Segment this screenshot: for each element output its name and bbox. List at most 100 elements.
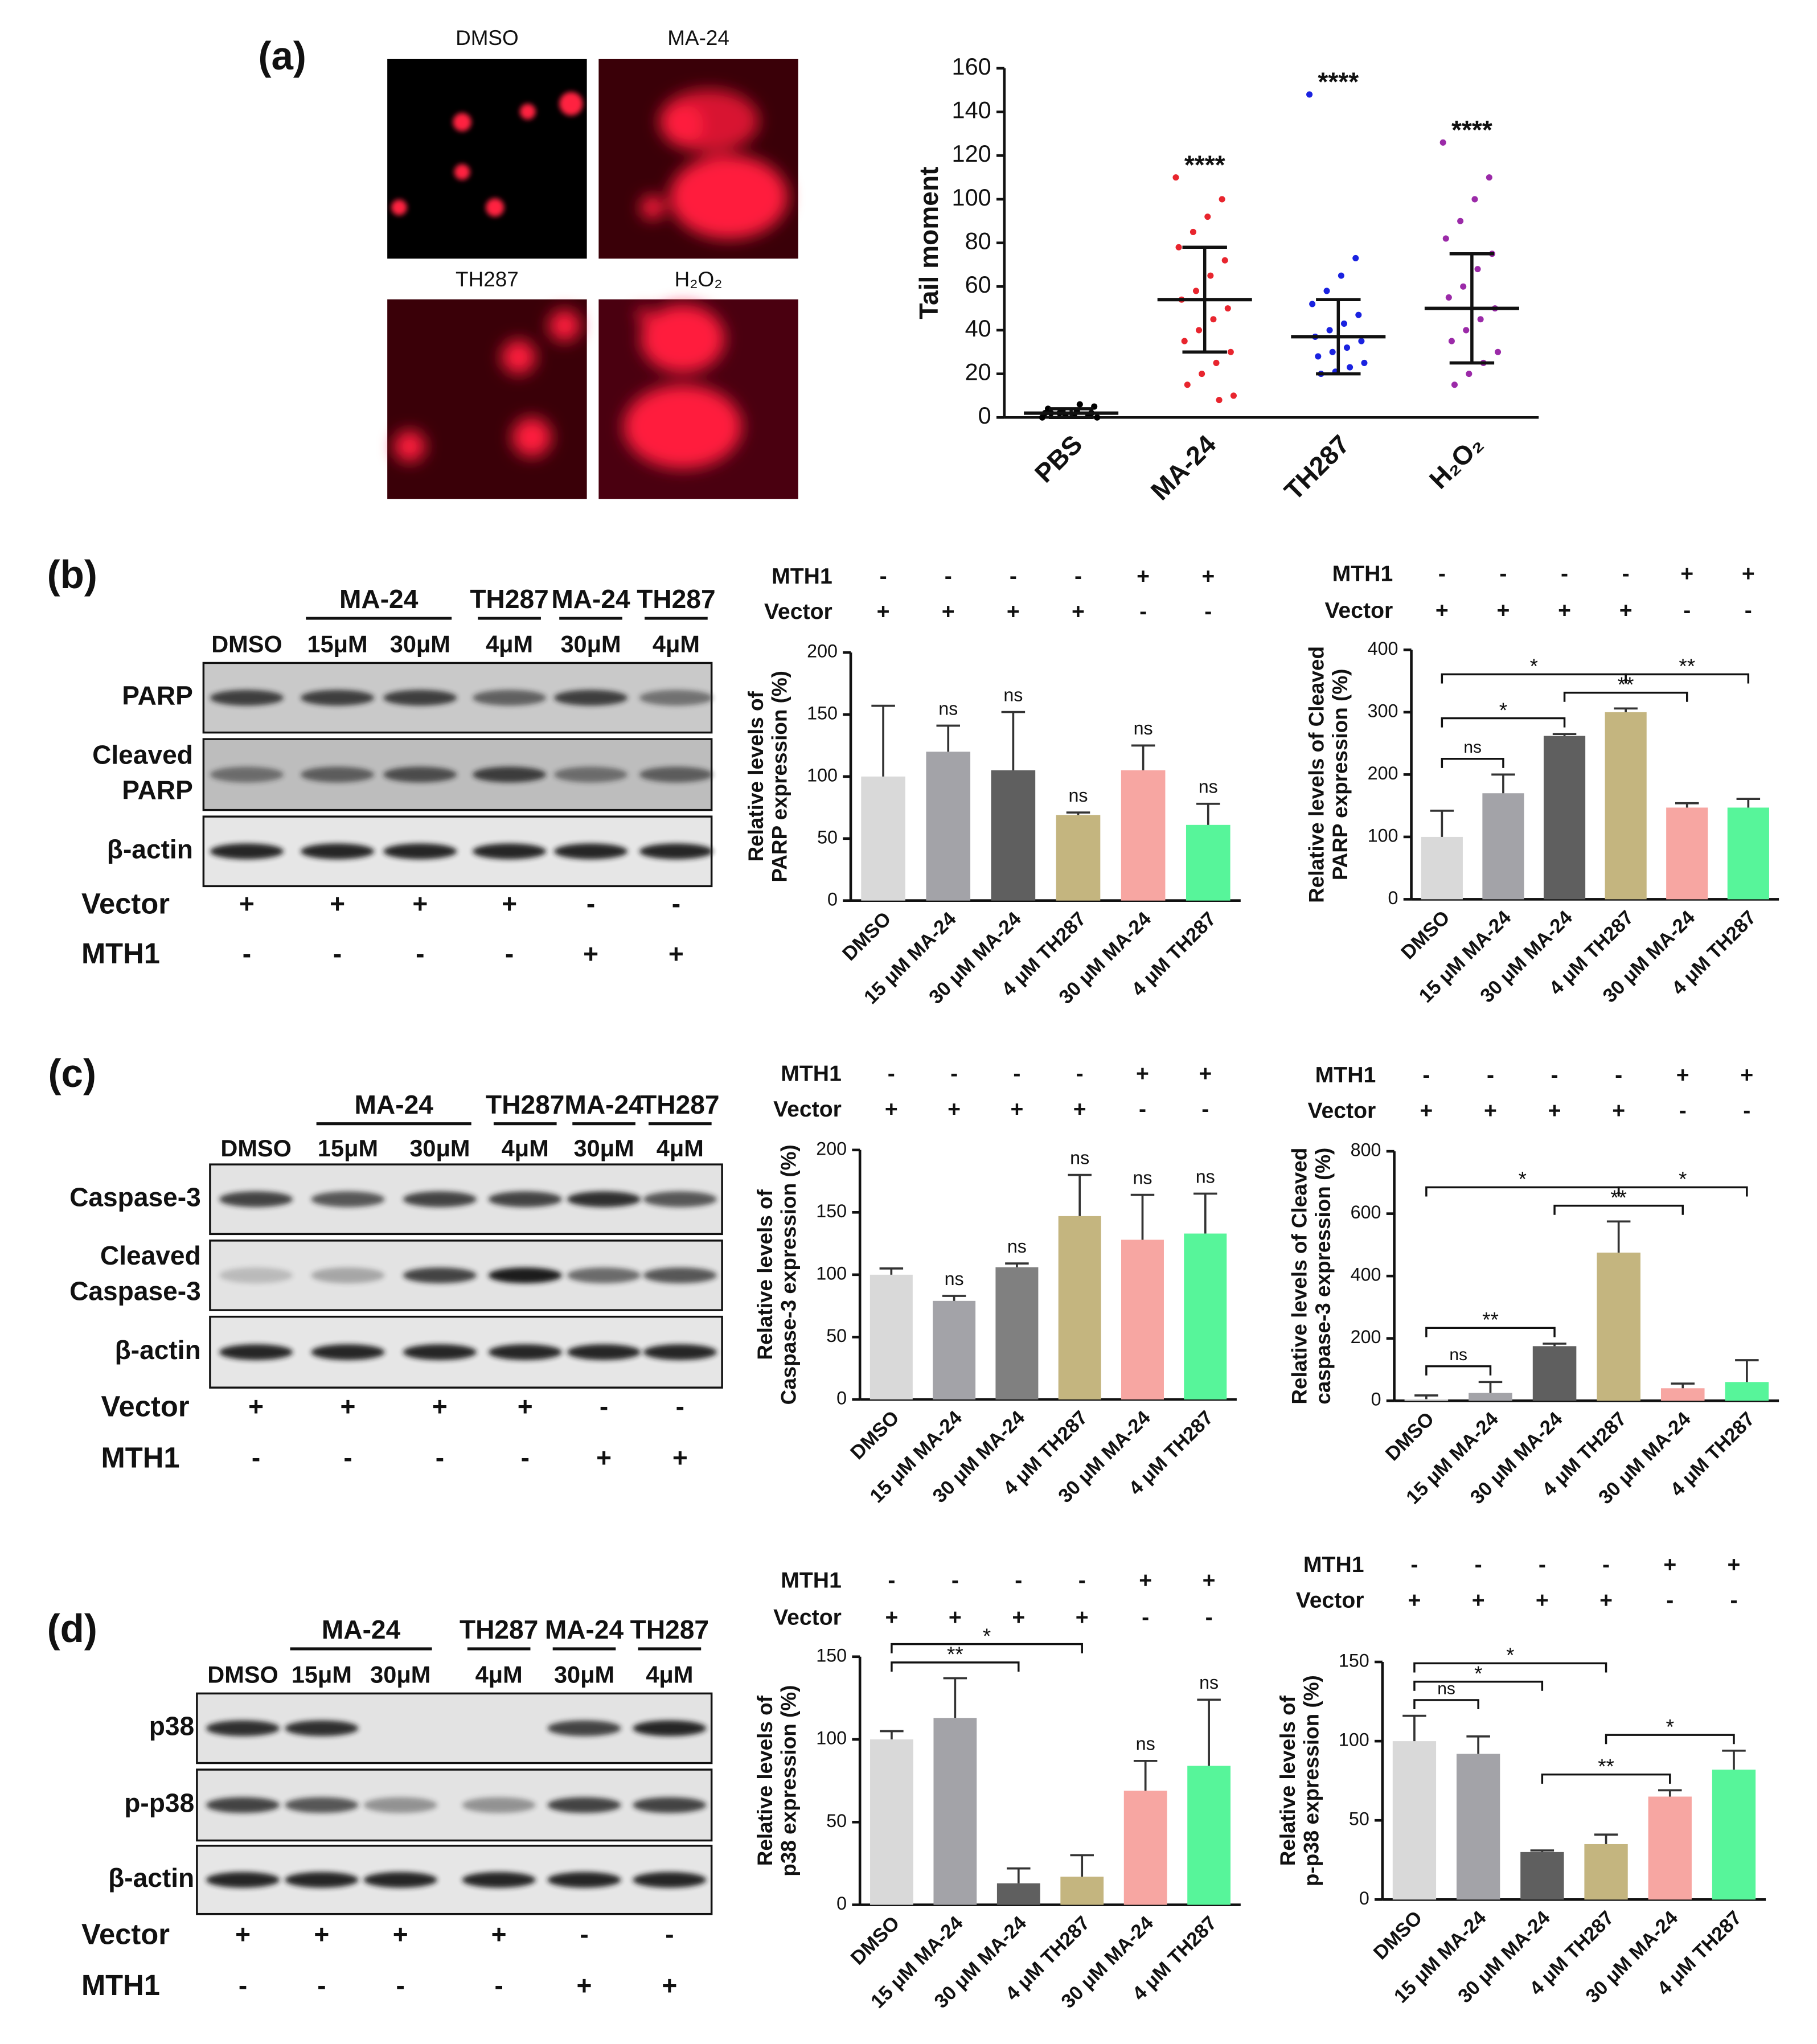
- condition-value: +: [1484, 1098, 1497, 1123]
- condition-value: -: [1015, 1569, 1022, 1593]
- bar: [1584, 1844, 1628, 1900]
- blot-band: [462, 1797, 536, 1813]
- blot-group: MA-24: [339, 584, 419, 614]
- blot-group: MA-24: [545, 1615, 624, 1644]
- condition-value: +: [412, 889, 428, 918]
- sig-bracket: [1425, 1327, 1556, 1337]
- condition-value: -: [1410, 1553, 1418, 1577]
- bar: [861, 776, 905, 901]
- blot-band: [633, 1871, 707, 1888]
- error-bar: [943, 1677, 967, 1718]
- bar: [1187, 1766, 1231, 1905]
- error-bar: [1606, 1220, 1631, 1253]
- image-label: TH287: [456, 268, 519, 291]
- blot-band: [488, 1191, 562, 1208]
- condition-value: +: [1536, 1588, 1549, 1612]
- condition-value: +: [948, 1097, 961, 1122]
- blot-band: [488, 1344, 562, 1360]
- blot-row-label: Caspase-3: [69, 1182, 201, 1212]
- image-label: H₂O₂: [675, 268, 723, 291]
- condition-label: Vector: [81, 1918, 170, 1950]
- bar: [1543, 736, 1586, 900]
- blot-row: [196, 1692, 713, 1764]
- data-point: [1230, 392, 1237, 399]
- blot-band: [473, 843, 547, 860]
- blot-band: [403, 1191, 477, 1208]
- error-bar: [1316, 298, 1361, 376]
- error-bar: [1736, 798, 1761, 808]
- condition-value: -: [1205, 1605, 1213, 1630]
- blot-band: [567, 1191, 641, 1208]
- lane-label: 15μM: [307, 630, 367, 657]
- data-point: [1457, 217, 1464, 224]
- data-point: [1326, 327, 1333, 334]
- condition-value: -: [1475, 1553, 1482, 1577]
- condition-value: +: [1740, 1063, 1753, 1087]
- annotation: ns: [1199, 1672, 1219, 1693]
- bar: [991, 770, 1036, 901]
- condition-value: +: [1136, 1062, 1149, 1086]
- data-point: [1495, 348, 1502, 355]
- data-point: [1219, 196, 1225, 203]
- lane-label: 4μM: [653, 630, 700, 657]
- sig-bracket: [1413, 1662, 1607, 1673]
- condition-value: -: [1743, 1098, 1750, 1123]
- blot-group: MA-24: [322, 1615, 401, 1644]
- data-point: [1076, 401, 1083, 408]
- annotation: ns: [1007, 1236, 1027, 1257]
- lane-label: 4μM: [486, 630, 533, 657]
- condition-label: MTH1: [1303, 1553, 1364, 1577]
- condition-label: MTH1: [1332, 561, 1393, 586]
- error-bar: [1193, 1192, 1217, 1234]
- condition-value: +: [1012, 1605, 1025, 1630]
- blot-band: [643, 1344, 717, 1360]
- data-point: [1181, 338, 1188, 344]
- data-point: [1196, 327, 1203, 334]
- blot-group: MA-24: [551, 584, 630, 614]
- condition-value: +: [235, 1919, 251, 1949]
- blot-band: [639, 843, 713, 860]
- condition-value: -: [1139, 1097, 1146, 1122]
- condition-value: +: [1199, 1062, 1212, 1086]
- bar: [1727, 807, 1769, 900]
- lane-label: DMSO: [211, 630, 282, 657]
- condition-label: Vector: [764, 600, 832, 624]
- blot-row-label: p38: [149, 1711, 194, 1741]
- y-tick-label: 50: [1349, 1809, 1369, 1829]
- y-tick-label: 100: [1368, 825, 1398, 845]
- condition-value: +: [330, 889, 345, 918]
- error-bar: [1543, 1343, 1566, 1347]
- error-bar: [1594, 1833, 1618, 1844]
- y-axis-label: Caspase-3 expression (%): [777, 1144, 801, 1405]
- condition-value: +: [239, 889, 255, 918]
- y-tick-label: 100: [952, 184, 991, 211]
- sig-bracket: [1605, 1734, 1735, 1745]
- data-point: [1210, 316, 1217, 323]
- y-tick-label: 0: [1371, 1389, 1381, 1410]
- y-tick-label: 150: [816, 1645, 847, 1665]
- data-point: [1471, 196, 1478, 203]
- sig-label: **: [947, 1643, 963, 1666]
- blot-band: [206, 1871, 280, 1888]
- sig-bracket: [1617, 1186, 1748, 1197]
- sig-bracket: [1441, 757, 1504, 768]
- blot-row-label: PARP: [122, 775, 193, 805]
- y-tick-label: 50: [826, 1811, 847, 1831]
- condition-value: +: [1076, 1605, 1089, 1630]
- condition-value: -: [1422, 1063, 1430, 1087]
- condition-value: -: [1142, 1605, 1149, 1630]
- blot-group: TH287: [637, 584, 715, 614]
- bar: [926, 752, 971, 901]
- condition-value: +: [662, 1971, 677, 2000]
- condition-value: +: [949, 1605, 962, 1630]
- bar: [870, 1739, 913, 1905]
- condition-value: +: [1010, 1097, 1023, 1122]
- data-point: [1184, 381, 1191, 388]
- condition-value: +: [668, 939, 684, 968]
- condition-value: +: [1497, 598, 1510, 623]
- blot-band: [462, 1871, 536, 1888]
- condition-value: +: [577, 1971, 592, 2000]
- blot-band: [210, 843, 284, 860]
- y-tick-label: 300: [1368, 700, 1398, 721]
- blot-band: [285, 1797, 359, 1813]
